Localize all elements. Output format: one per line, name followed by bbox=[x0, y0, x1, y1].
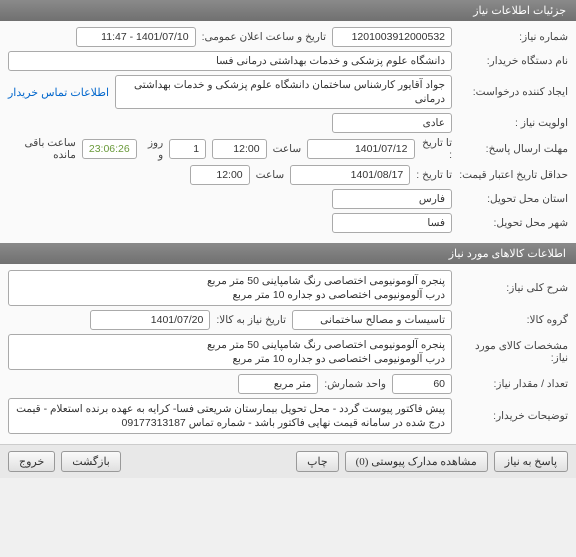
creator-value: جواد آقایور کارشناس ساختمان دانشگاه علوم… bbox=[115, 75, 452, 109]
unit-value: متر مربع bbox=[238, 374, 318, 394]
remaining-time-value: 23:06:26 bbox=[82, 139, 137, 159]
qty-value: 60 bbox=[392, 374, 452, 394]
days-count-value: 1 bbox=[169, 139, 206, 159]
validity-label: حداقل تاریخ اعتبار قیمت: bbox=[458, 169, 568, 181]
spec-value: پنجره آلومونیومی اختصاصی رنگ شامپاینی 50… bbox=[8, 334, 452, 370]
buyer-org-value: دانشگاه علوم پزشکی و خدمات بهداشتی درمان… bbox=[8, 51, 452, 71]
priority-label: اولویت نیاز : bbox=[458, 117, 568, 129]
deadline-label: مهلت ارسال پاسخ: bbox=[458, 143, 568, 155]
spacer bbox=[127, 451, 290, 472]
province-label: استان محل تحویل: bbox=[458, 193, 568, 205]
city-value: فسا bbox=[332, 213, 452, 233]
back-button[interactable]: بازگشت bbox=[61, 451, 121, 472]
until-label-2: تا تاریخ : bbox=[416, 169, 452, 181]
announce-date-value: 1401/07/10 - 11:47 bbox=[76, 27, 196, 47]
need-date-value: 1401/07/20 bbox=[90, 310, 210, 330]
print-button[interactable]: چاپ bbox=[296, 451, 339, 472]
need-number-label: شماره نیاز: bbox=[458, 31, 568, 43]
deadline-time-value: 12:00 bbox=[212, 139, 267, 159]
announce-date-label: تاریخ و ساعت اعلان عمومی: bbox=[202, 31, 326, 43]
exit-button[interactable]: خروج bbox=[8, 451, 55, 472]
province-value: فارس bbox=[332, 189, 452, 209]
group-label: گروه کالا: bbox=[458, 314, 568, 326]
group-value: تاسیسات و مصالح ساختمانی bbox=[292, 310, 452, 330]
deadline-date-value: 1401/07/12 bbox=[307, 139, 414, 159]
attachments-label: مشاهده مدارک پیوستی bbox=[371, 456, 477, 468]
button-bar: پاسخ به نیاز مشاهده مدارک پیوستی (0) چاپ… bbox=[0, 444, 576, 478]
attachments-button[interactable]: مشاهده مدارک پیوستی (0) bbox=[345, 451, 488, 472]
buyer-org-label: نام دستگاه خریدار: bbox=[458, 55, 568, 67]
creator-label: ایجاد کننده درخواست: bbox=[458, 86, 568, 98]
attachments-count: (0) bbox=[356, 456, 369, 468]
buyer-contact-link[interactable]: اطلاعات تماس خریدار bbox=[8, 86, 109, 99]
time-label-2: ساعت bbox=[256, 169, 285, 181]
notes-label: توضیحات خریدار: bbox=[458, 410, 568, 422]
notes-value: پیش فاکتور پیوست گردد - محل تحویل بیمارس… bbox=[8, 398, 452, 434]
qty-label: تعداد / مقدار نیاز: bbox=[458, 378, 568, 390]
need-date-label: تاریخ نیاز به کالا: bbox=[216, 314, 286, 326]
days-and-label: روز و bbox=[143, 137, 163, 161]
unit-label: واحد شمارش: bbox=[324, 378, 386, 390]
time-label-1: ساعت bbox=[273, 143, 302, 155]
desc-value: پنجره آلومونیومی اختصاصی رنگ شامپاینی 50… bbox=[8, 270, 452, 306]
items-section-body: شرح کلی نیاز: پنجره آلومونیومی اختصاصی ر… bbox=[0, 264, 576, 444]
need-number-value: 1201003912000532 bbox=[332, 27, 452, 47]
reply-button[interactable]: پاسخ به نیاز bbox=[494, 451, 568, 472]
details-section-body: شماره نیاز: 1201003912000532 تاریخ و ساع… bbox=[0, 21, 576, 243]
priority-value: عادی bbox=[332, 113, 452, 133]
validity-time-value: 12:00 bbox=[190, 165, 250, 185]
until-label-1: تا تاریخ : bbox=[421, 137, 453, 161]
remaining-label: ساعت باقی مانده bbox=[8, 137, 76, 161]
details-section-header: جزئیات اطلاعات نیاز bbox=[0, 0, 576, 21]
validity-date-value: 1401/08/17 bbox=[290, 165, 410, 185]
spec-label: مشخصات کالای مورد نیاز: bbox=[458, 340, 568, 364]
desc-label: شرح کلی نیاز: bbox=[458, 282, 568, 294]
city-label: شهر محل تحویل: bbox=[458, 217, 568, 229]
items-section-header: اطلاعات کالاهای مورد نیاز bbox=[0, 243, 576, 264]
